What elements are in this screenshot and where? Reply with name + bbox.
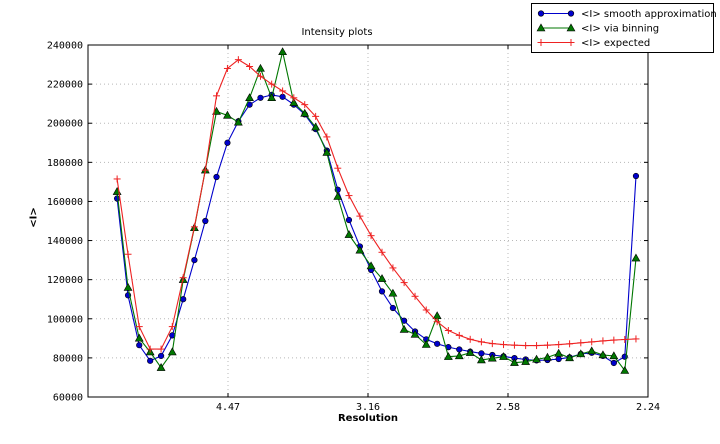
y-tick-label: 180000 bbox=[47, 158, 83, 169]
y-tick-label: 140000 bbox=[47, 236, 83, 247]
triangle-marker bbox=[278, 47, 288, 56]
triangle-marker bbox=[443, 352, 453, 360]
legend-label: <I> expected bbox=[581, 38, 650, 49]
circle-marker bbox=[567, 10, 575, 17]
circle-marker bbox=[147, 357, 154, 364]
tick-marks bbox=[88, 44, 649, 398]
triangle-marker bbox=[554, 348, 564, 357]
triangle-marker bbox=[576, 349, 586, 358]
circle-marker bbox=[345, 216, 353, 224]
circle-marker bbox=[180, 296, 187, 303]
triangle-marker bbox=[536, 23, 546, 32]
y-tick-label: 220000 bbox=[47, 80, 83, 91]
triangle-marker bbox=[333, 191, 343, 200]
triangle-marker bbox=[322, 147, 332, 156]
y-tick-label: 120000 bbox=[47, 275, 83, 286]
triangle-marker bbox=[134, 333, 144, 342]
triangle-marker bbox=[620, 365, 630, 374]
triangle-marker bbox=[399, 324, 409, 333]
triangle-marker bbox=[465, 348, 475, 356]
triangle-marker bbox=[267, 93, 277, 101]
triangle-marker bbox=[565, 353, 575, 362]
triangle-marker bbox=[631, 253, 641, 262]
circle-marker bbox=[537, 10, 545, 17]
triangle-marker bbox=[421, 339, 431, 348]
triangle-marker bbox=[167, 347, 177, 356]
triangle-marker bbox=[487, 353, 497, 362]
triangle-marker bbox=[377, 274, 387, 282]
chart-title: Intensity plots bbox=[301, 27, 373, 38]
circle-marker bbox=[378, 288, 386, 295]
circle-marker bbox=[136, 342, 143, 349]
triangle-marker bbox=[223, 110, 232, 119]
triangle-marker bbox=[388, 288, 398, 297]
triangle-marker bbox=[344, 230, 354, 238]
x-tick-label: 3.16 bbox=[356, 402, 380, 413]
circle-marker bbox=[257, 94, 264, 101]
triangle-marker bbox=[499, 352, 508, 360]
y-axis-label: <I> bbox=[28, 207, 40, 228]
triangle-marker bbox=[123, 282, 133, 291]
circle-marker bbox=[610, 359, 617, 367]
triangle-marker bbox=[587, 346, 597, 355]
y-tick-label: 200000 bbox=[47, 119, 83, 130]
y-tick-label: 80000 bbox=[53, 353, 83, 364]
circle-marker bbox=[632, 172, 640, 180]
x-tick-label: 2.58 bbox=[496, 402, 520, 413]
y-tick-label: 240000 bbox=[47, 41, 83, 52]
triangle-marker bbox=[510, 358, 519, 366]
legend-label: <I> via binning bbox=[581, 24, 659, 35]
legend-label: <I> smooth approximation bbox=[581, 9, 717, 20]
triangle-marker bbox=[598, 350, 608, 359]
triangle-marker bbox=[543, 352, 552, 361]
y-tick-label: 60000 bbox=[53, 393, 83, 404]
series-plus bbox=[113, 56, 640, 353]
triangle-marker bbox=[521, 357, 531, 365]
triangle-marker bbox=[355, 245, 365, 254]
circle-marker bbox=[224, 139, 231, 146]
x-tick-label: 4.47 bbox=[216, 402, 240, 413]
triangle-marker bbox=[476, 355, 486, 364]
x-tick-label: 2.24 bbox=[636, 402, 660, 413]
circle-marker bbox=[213, 173, 220, 181]
legend: <I> smooth approximation <I> via binning <… bbox=[531, 3, 717, 53]
circle-marker bbox=[555, 355, 562, 363]
triangle-marker bbox=[532, 354, 541, 363]
triangle-marker bbox=[311, 122, 321, 131]
triangle-marker bbox=[566, 23, 576, 32]
y-tick-label: 100000 bbox=[47, 314, 83, 325]
triangle-marker bbox=[410, 329, 420, 338]
triangle-marker bbox=[609, 351, 619, 360]
circle-marker bbox=[478, 350, 485, 357]
circle-marker bbox=[434, 340, 441, 347]
circle-marker bbox=[279, 93, 286, 100]
triangle-marker bbox=[300, 108, 310, 117]
triangle-marker bbox=[366, 261, 376, 270]
circle-marker bbox=[157, 352, 165, 360]
circle-marker bbox=[191, 257, 198, 264]
triangle-marker bbox=[245, 93, 254, 101]
circle-marker bbox=[389, 304, 397, 312]
y-tick-label: 160000 bbox=[47, 197, 83, 208]
triangle-marker bbox=[256, 63, 265, 72]
circle-marker bbox=[202, 217, 209, 225]
triangle-marker bbox=[233, 117, 243, 126]
triangle-marker bbox=[289, 98, 299, 106]
x-axis-label: Resolution bbox=[337, 413, 399, 424]
triangle-marker bbox=[156, 363, 166, 371]
triangle-marker bbox=[454, 351, 464, 360]
